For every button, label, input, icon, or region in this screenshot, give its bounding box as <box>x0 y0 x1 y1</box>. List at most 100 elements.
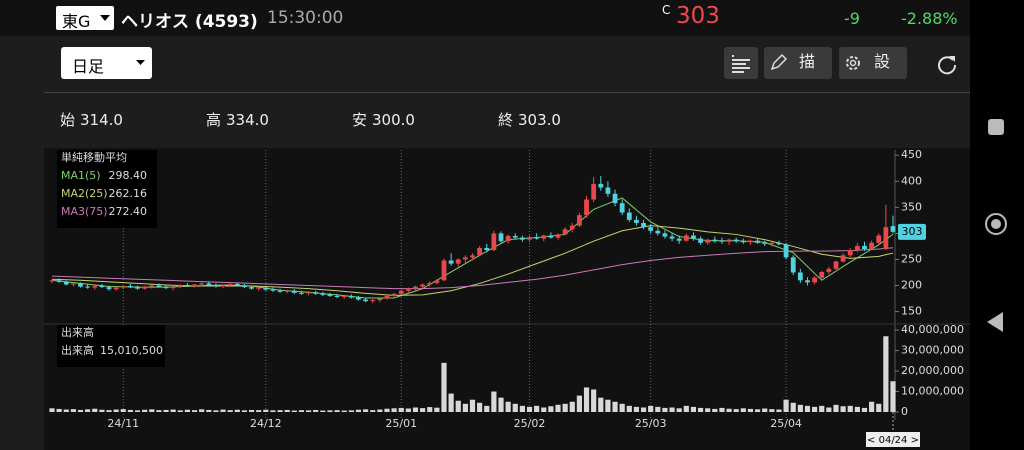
volume-bar <box>377 409 383 412</box>
last-price-tag <box>898 223 926 240</box>
ohlc-item: 高 334.0 <box>206 109 269 130</box>
volume-bar <box>591 389 597 412</box>
volume-bar <box>712 408 718 412</box>
volume-bar <box>391 408 397 412</box>
recent-apps-button[interactable] <box>988 119 1004 135</box>
candle-body <box>776 242 782 245</box>
volume-bar <box>412 407 419 412</box>
refresh-button[interactable] <box>936 53 958 75</box>
volume-bar <box>562 403 568 412</box>
candle-body <box>598 183 604 188</box>
candle-body <box>591 183 597 200</box>
ma-legend-name: MA3(75) <box>61 205 108 218</box>
candle-body <box>291 290 297 293</box>
price-flag: C <box>662 3 671 17</box>
volume-readout-label: 出来高 <box>61 343 94 357</box>
volume-bar <box>63 409 69 412</box>
header-bar: 東G ヘリオス (4593) 15:30:00 C 303 -9 -2.88% <box>0 0 970 36</box>
candle-body <box>698 238 703 243</box>
period-select[interactable]: 日足 <box>61 47 152 79</box>
candle-body <box>748 240 753 243</box>
volume-bar <box>248 409 255 412</box>
candle-body <box>113 287 119 290</box>
candle-body <box>135 287 140 289</box>
volume-bar <box>626 405 632 412</box>
ohlc-item: 始 314.0 <box>60 109 123 130</box>
volume-bar <box>85 409 91 412</box>
candle-body <box>562 229 568 235</box>
candle-body <box>199 283 205 285</box>
candle-body <box>527 237 532 240</box>
candle-body <box>320 293 326 295</box>
candle-body <box>163 287 169 289</box>
volume-bar <box>655 406 661 412</box>
indicator-button[interactable] <box>724 47 758 79</box>
candle-body <box>797 272 803 281</box>
candle-body <box>149 285 155 287</box>
candle-body <box>106 287 112 290</box>
home-button[interactable] <box>985 213 1007 235</box>
volume-bar <box>783 399 789 412</box>
candle-body <box>299 292 304 294</box>
candle-body <box>840 255 846 262</box>
candle-body <box>377 298 383 301</box>
draw-label: 描画 <box>799 52 822 79</box>
volume-tick-label: 20,000,000 <box>901 364 964 377</box>
ohlc-item: 安 300.0 <box>352 109 415 130</box>
candle-body <box>170 286 176 289</box>
volume-bar <box>548 406 554 412</box>
candle-body <box>662 233 668 237</box>
candle-body <box>427 282 433 285</box>
candle-body <box>441 260 447 281</box>
volume-bar <box>697 407 704 412</box>
candle-body <box>491 233 497 251</box>
list-icon <box>732 55 750 73</box>
volume-bar <box>348 410 354 412</box>
candle-body <box>740 241 746 243</box>
candle-body <box>584 199 589 216</box>
candle-body <box>498 233 504 242</box>
settings-button[interactable]: 設定 <box>839 47 907 79</box>
volume-bar <box>869 401 875 412</box>
volume-bar <box>184 409 191 412</box>
volume-bar <box>455 400 461 412</box>
volume-bar <box>291 410 297 412</box>
market-select[interactable]: 東G <box>56 6 114 31</box>
pencil-icon <box>770 53 788 71</box>
volume-bar <box>113 409 119 412</box>
volume-bar <box>747 408 754 412</box>
android-nav-bar <box>970 0 1024 450</box>
volume-bar <box>583 387 590 412</box>
draw-button[interactable]: 描画 <box>764 47 832 79</box>
volume-bar <box>512 403 518 412</box>
x-tick-label: 25/02 <box>514 417 546 430</box>
volume-bar <box>812 406 818 412</box>
candle-body <box>726 239 732 242</box>
candle-body <box>612 193 618 204</box>
volume-bar <box>505 401 511 412</box>
candle-body <box>691 235 696 239</box>
back-button[interactable] <box>987 312 1005 332</box>
volume-bar <box>526 406 533 412</box>
volume-bar <box>826 407 832 412</box>
volume-bar <box>776 409 782 412</box>
volume-bar <box>669 407 675 412</box>
volume-bar <box>840 406 846 412</box>
volume-bar <box>313 409 319 412</box>
volume-bar <box>619 403 625 412</box>
candle-body <box>890 226 896 232</box>
volume-bar <box>819 405 825 412</box>
volume-bar <box>854 406 860 412</box>
candle-body <box>341 295 347 297</box>
volume-legend-title: 出来高 <box>61 325 94 339</box>
volume-bar <box>462 403 468 412</box>
ma-legend-title: 単純移動平均 <box>61 150 127 164</box>
candle-body <box>213 284 219 287</box>
volume-bar <box>833 404 839 412</box>
chart-background <box>44 148 970 450</box>
ohlc-value: 303.0 <box>518 111 561 129</box>
volume-bar <box>77 409 84 412</box>
candle-body <box>648 227 654 231</box>
volume-readout: 15,010,500 <box>100 344 163 357</box>
candle-body <box>534 237 540 239</box>
